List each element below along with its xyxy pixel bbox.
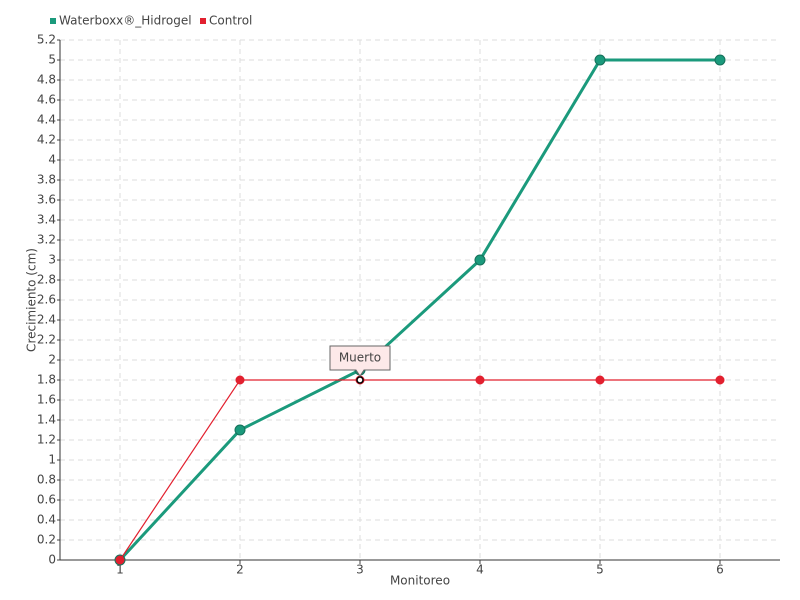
y-tick-label: 5.2 <box>37 33 56 47</box>
data-point <box>115 555 125 565</box>
x-tick-label: 4 <box>476 563 484 577</box>
y-tick-label: 1.2 <box>37 433 56 447</box>
y-tick-label: 2.2 <box>37 333 56 347</box>
legend-label: Control <box>209 14 252 28</box>
x-tick-label: 5 <box>596 563 604 577</box>
data-point <box>475 375 485 385</box>
y-tick-label: 0.8 <box>37 473 56 487</box>
data-point <box>714 54 726 66</box>
y-axis-title: Crecimiento (cm) <box>25 248 39 352</box>
y-tick-label: 4.6 <box>37 93 56 107</box>
data-point <box>474 254 486 266</box>
legend-swatch <box>200 18 206 24</box>
y-tick-label: 2.6 <box>37 293 56 307</box>
x-tick-label: 1 <box>116 563 124 577</box>
data-point <box>595 375 605 385</box>
data-point <box>234 424 246 436</box>
y-tick-label: 3.6 <box>37 193 56 207</box>
y-tick-label: 1.6 <box>37 393 56 407</box>
y-tick-label: 2 <box>48 353 56 367</box>
y-tick-label: 1.4 <box>37 413 56 427</box>
legend-label: Waterboxx®_Hidrogel <box>59 14 192 28</box>
y-tick-label: 0.4 <box>37 513 56 527</box>
series-line <box>118 58 720 562</box>
y-tick-label: 3.4 <box>37 213 56 227</box>
data-point <box>715 375 725 385</box>
y-tick-label: 4.4 <box>37 113 56 127</box>
y-tick-label: 3.2 <box>37 233 56 247</box>
y-tick-label: 3 <box>48 253 56 267</box>
y-tick-label: 2.4 <box>37 313 56 327</box>
annotation-label: Muerto <box>339 351 381 365</box>
annotation-box <box>329 345 391 377</box>
y-tick-label: 0 <box>48 553 56 567</box>
x-tick-label: 2 <box>236 563 244 577</box>
x-tick-label: 3 <box>356 563 364 577</box>
y-tick-label: 0.2 <box>37 533 56 547</box>
y-tick-label: 4 <box>48 153 56 167</box>
y-tick-label: 1.8 <box>37 373 56 387</box>
data-point <box>594 54 606 66</box>
x-tick-label: 6 <box>716 563 724 577</box>
y-tick-label: 5 <box>48 53 56 67</box>
y-tick-label: 1 <box>48 453 56 467</box>
y-tick-label: 2.8 <box>37 273 56 287</box>
data-point <box>235 375 245 385</box>
y-tick-label: 0.6 <box>37 493 56 507</box>
annotation-point <box>356 376 364 384</box>
y-tick-label: 3.8 <box>37 173 56 187</box>
x-axis-title: Monitoreo <box>390 574 450 588</box>
series-line <box>119 379 720 561</box>
y-tick-label: 4.2 <box>37 133 56 147</box>
y-tick-label: 4.8 <box>37 73 56 87</box>
legend-swatch <box>50 18 56 24</box>
